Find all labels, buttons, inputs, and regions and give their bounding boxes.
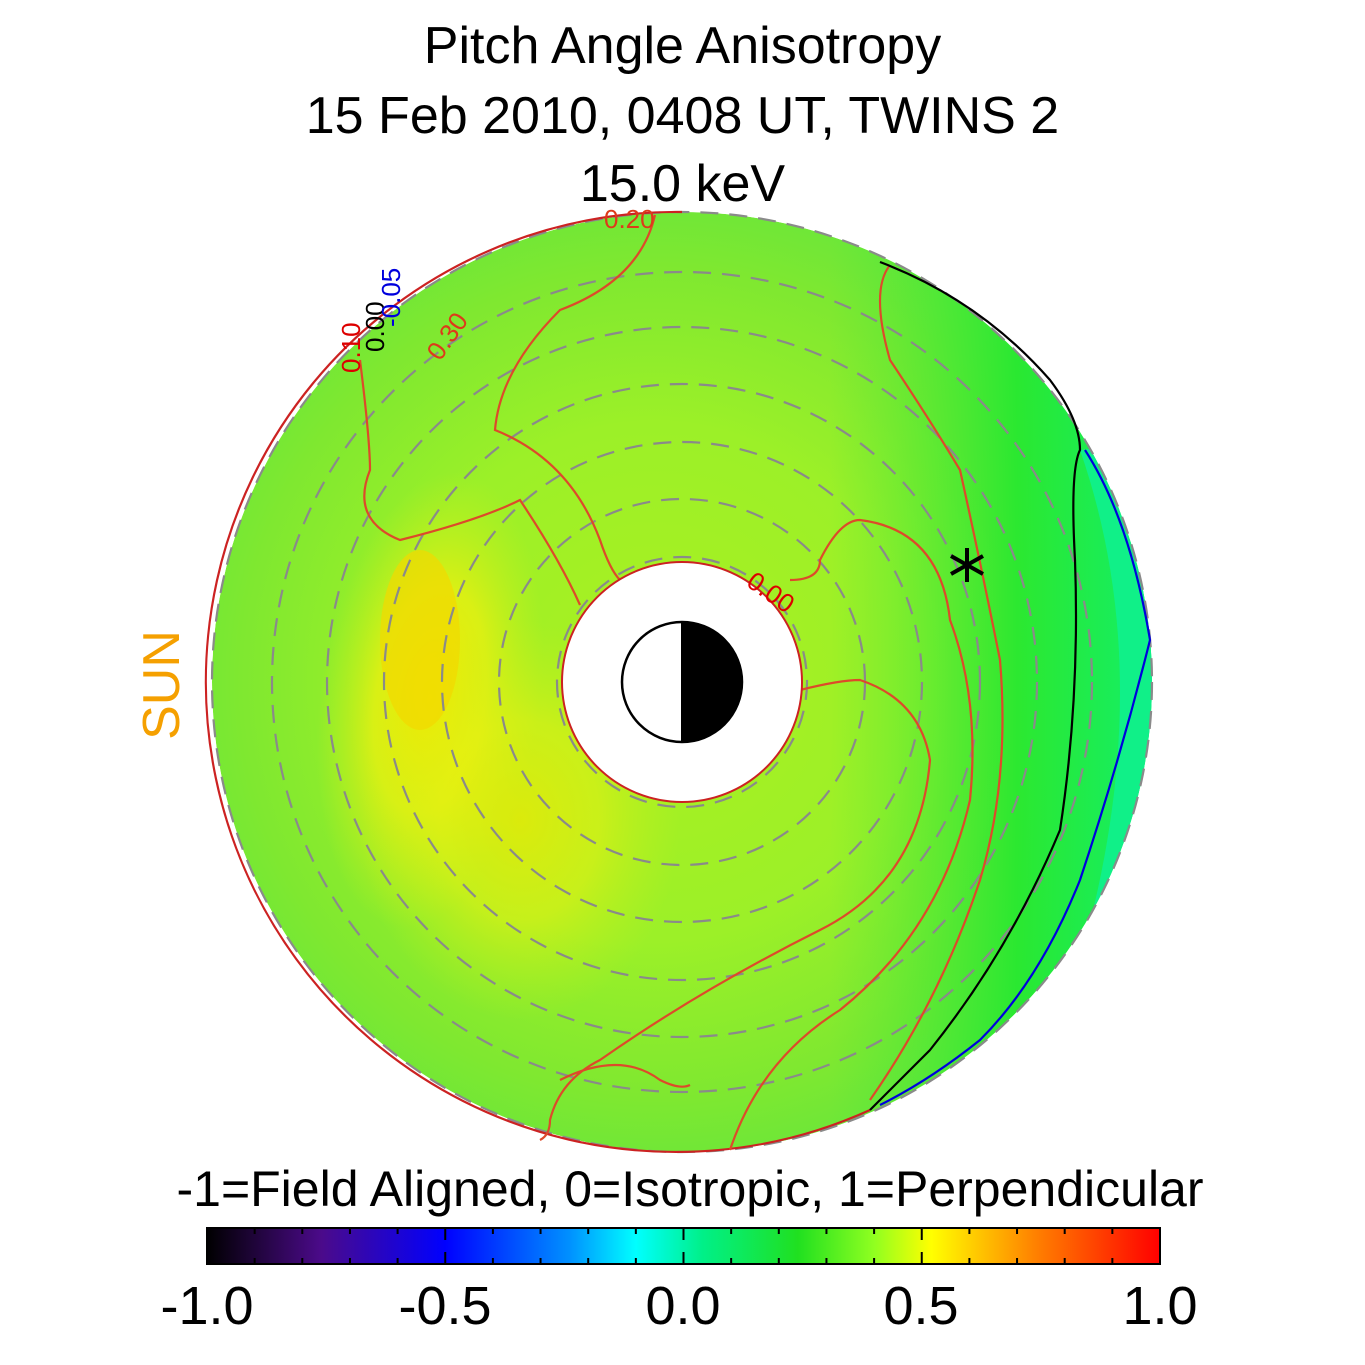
colorbar-tick-label: 0.5 bbox=[883, 1276, 959, 1336]
contour-0.30-d bbox=[559, 1064, 691, 1088]
contour-label-0.20: 0.20 bbox=[604, 204, 655, 234]
contour-0.00 bbox=[869, 260, 1082, 1111]
contour-minus-0.05 bbox=[879, 449, 1152, 1106]
chart-title-line-3: 15.0 keV bbox=[579, 155, 786, 213]
contour-label-0.00: 0.00 bbox=[360, 301, 390, 352]
contour-0.30-a bbox=[358, 359, 582, 606]
colorbar-tick-marks bbox=[206, 1228, 1161, 1264]
contour-label-minus-0.05: -0.05 bbox=[376, 268, 406, 327]
contour-0.30-b bbox=[728, 518, 974, 1151]
spacecraft-marker-icon bbox=[950, 548, 984, 582]
colorbar-tick-label: -0.5 bbox=[398, 1276, 492, 1336]
colorbar-tick-label: -1.0 bbox=[160, 1276, 254, 1336]
sun-direction-label: SUN bbox=[133, 630, 191, 740]
contour-0.20-b bbox=[869, 264, 1004, 1101]
contour-0.30-c bbox=[539, 678, 932, 1141]
colorbar-tick-label: 1.0 bbox=[1122, 1276, 1198, 1336]
contour-label-0.10: 0.10 bbox=[336, 322, 366, 373]
colorbar-caption: -1=Field Aligned, 0=Isotropic, 1=Perpend… bbox=[176, 1161, 1204, 1217]
earth-icon bbox=[620, 620, 744, 744]
contour-lines bbox=[204, 210, 1152, 1154]
chart-title-line-2: 15 Feb 2010, 0408 UT, TWINS 2 bbox=[305, 87, 1060, 145]
contour-0.20-a bbox=[493, 214, 657, 581]
colorbar-tick-label: 0.0 bbox=[645, 1276, 721, 1336]
contour-0.10-boundary bbox=[204, 210, 871, 1154]
chart-title-line-1: Pitch Angle Anisotropy bbox=[423, 17, 942, 75]
